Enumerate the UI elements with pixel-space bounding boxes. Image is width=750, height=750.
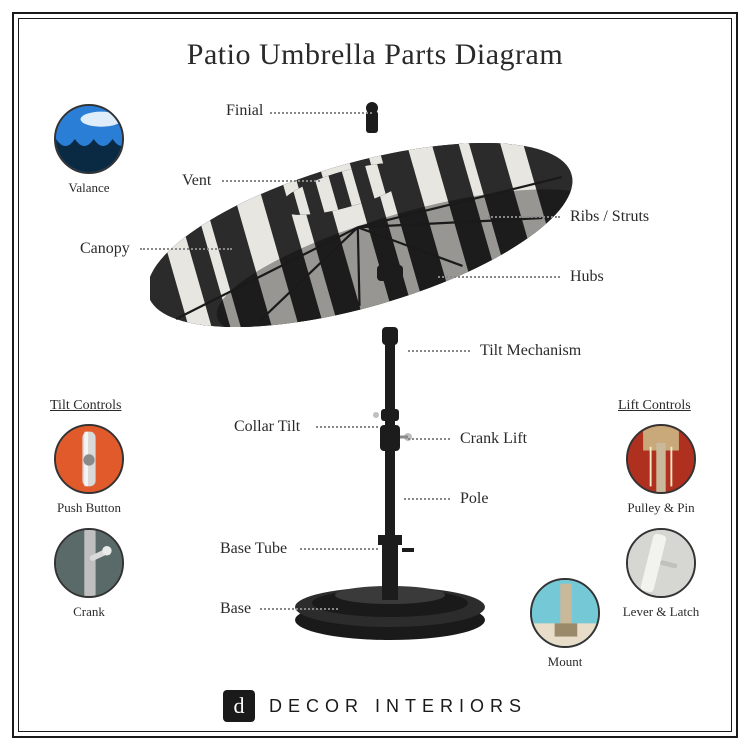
section-lift-controls: Lift Controls (618, 398, 691, 414)
thumb-push-button (54, 424, 124, 494)
leader-crank-lift (408, 438, 450, 440)
thumb-label-lever: Lever & Latch (616, 604, 706, 620)
thumb-label-pulley: Pulley & Pin (616, 500, 706, 516)
label-collar-tilt: Collar Tilt (234, 418, 300, 436)
label-base-tube: Base Tube (220, 540, 287, 558)
thumb-valance (54, 104, 124, 174)
label-finial: Finial (226, 102, 263, 120)
mount-icon (532, 578, 598, 648)
thumb-label-push-button: Push Button (44, 500, 134, 516)
thumb-pulley (626, 424, 696, 494)
crank-icon (56, 528, 122, 598)
valance-icon (56, 104, 122, 174)
leader-canopy (140, 248, 232, 250)
label-ribs: Ribs / Struts (570, 208, 649, 226)
thumb-label-crank: Crank (44, 604, 134, 620)
label-canopy: Canopy (80, 240, 130, 258)
leader-ribs (488, 216, 560, 218)
leader-tilt-mechanism (408, 350, 470, 352)
leader-vent (222, 180, 320, 182)
leader-hubs (438, 276, 560, 278)
label-hubs: Hubs (570, 268, 604, 286)
thumb-label-valance: Valance (44, 180, 134, 196)
label-pole: Pole (460, 490, 488, 508)
brand-footer: d DECOR INTERIORS (0, 690, 750, 722)
label-crank-lift: Crank Lift (460, 430, 527, 448)
thumb-label-mount: Mount (520, 654, 610, 670)
pulley-icon (628, 424, 694, 494)
label-tilt-mechanism: Tilt Mechanism (480, 342, 581, 360)
leader-collar-tilt (316, 426, 378, 428)
label-base: Base (220, 600, 251, 618)
thumb-crank (54, 528, 124, 598)
thumb-lever (626, 528, 696, 598)
lever-icon (628, 528, 694, 598)
brand-name: DECOR INTERIORS (269, 696, 527, 717)
brand-logo: d (223, 690, 255, 722)
label-vent: Vent (182, 172, 211, 190)
section-tilt-controls: Tilt Controls (50, 398, 121, 414)
thumb-mount (530, 578, 600, 648)
push-button-icon (56, 424, 122, 494)
umbrella-illustration (150, 95, 600, 655)
leader-base (260, 608, 338, 610)
leader-base-tube (300, 548, 378, 550)
leader-finial (270, 112, 372, 114)
page-title: Patio Umbrella Parts Diagram (0, 38, 750, 72)
leader-pole (404, 498, 450, 500)
